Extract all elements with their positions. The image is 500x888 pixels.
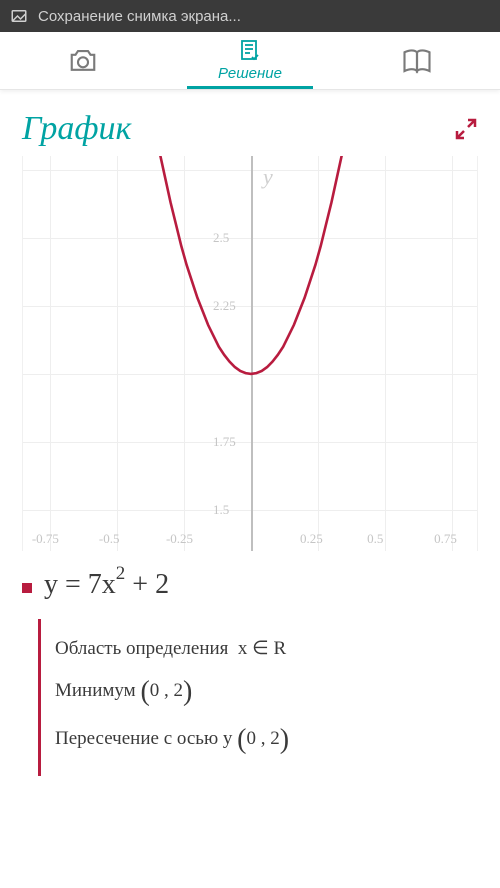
- equation-row: y = 7x2 + 2: [0, 551, 500, 611]
- tab-camera[interactable]: [0, 32, 167, 89]
- eq-suffix: + 2: [125, 569, 169, 600]
- prop-minimum: Минимум (0 , 2): [55, 674, 478, 710]
- eq-exponent: 2: [116, 563, 126, 584]
- eq-prefix: y = 7x: [44, 569, 116, 600]
- section-header: График: [0, 90, 500, 156]
- screenshot-icon: [10, 7, 28, 25]
- tab-bar: Решение: [0, 32, 500, 90]
- yint-value: 0 , 2: [246, 728, 279, 749]
- solution-icon: [237, 39, 263, 63]
- chart[interactable]: y-0.75-0.5-0.250.250.50.751.51.752.252.5: [22, 156, 478, 551]
- equation-text: y = 7x2 + 2: [44, 569, 169, 601]
- camera-icon: [68, 48, 98, 74]
- min-value: 0 , 2: [150, 680, 183, 701]
- status-bar-title: Сохранение снимка экрана...: [38, 8, 241, 25]
- android-status-bar: Сохранение снимка экрана...: [0, 0, 500, 32]
- book-icon: [402, 48, 432, 74]
- prop-domain: Область определения x ∈ R: [55, 637, 478, 662]
- domain-value: x ∈ R: [238, 638, 286, 659]
- yint-label: Пересечение с осью y: [55, 728, 232, 749]
- chart-container: y-0.75-0.5-0.250.250.50.751.51.752.252.5: [0, 156, 500, 551]
- prop-yintercept: Пересечение с осью y (0 , 2): [55, 722, 478, 758]
- tab-solution-label: Решение: [218, 65, 282, 82]
- min-label: Минимум: [55, 680, 136, 701]
- section-title: График: [22, 110, 131, 148]
- properties-panel: Область определения x ∈ R Минимум (0 , 2…: [38, 619, 478, 776]
- expand-icon[interactable]: [454, 117, 478, 141]
- equation-bullet: [22, 583, 32, 593]
- domain-label: Область определения: [55, 638, 228, 659]
- tab-book[interactable]: [333, 32, 500, 89]
- tab-solution[interactable]: Решение: [167, 32, 334, 89]
